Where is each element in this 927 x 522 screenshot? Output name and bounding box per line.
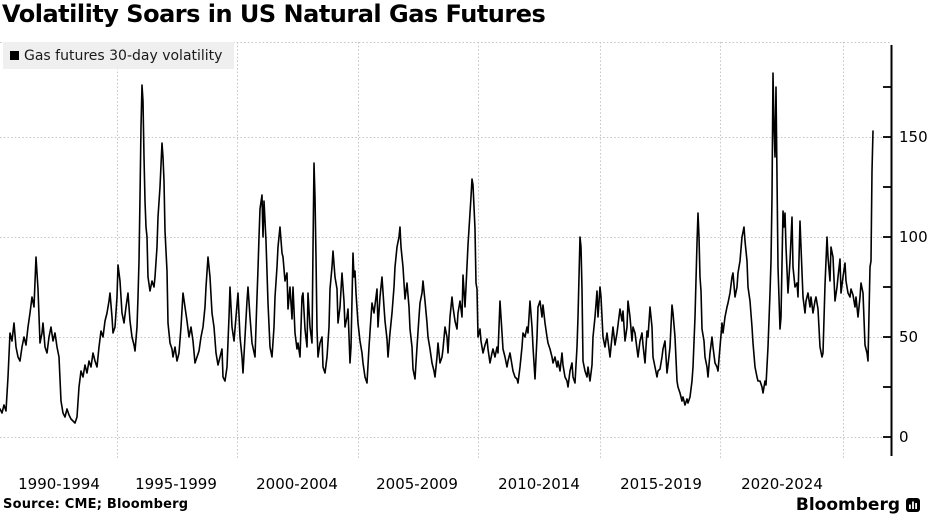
x-axis-label: 1990-1994 (18, 475, 100, 493)
legend-label: Gas futures 30-day volatility (24, 47, 223, 64)
x-axis-label: 2005-2009 (376, 475, 458, 493)
x-axis-label: 2010-2014 (498, 475, 580, 493)
legend: Gas futures 30-day volatility (3, 42, 235, 69)
chart-title: Volatility Soars in US Natural Gas Futur… (2, 0, 546, 28)
y-axis-label: 50 (899, 328, 919, 346)
x-axis-label: 1995-1999 (135, 475, 217, 493)
bloomberg-bars-icon (906, 498, 920, 512)
bloomberg-wordmark: Bloomberg (795, 495, 900, 515)
source-note: Source: CME; Bloomberg (3, 497, 189, 512)
bloomberg-logo: Bloomberg (796, 495, 920, 515)
legend-swatch-icon (10, 51, 19, 60)
volatility-series-line (0, 72, 874, 424)
x-axis-label: 2020-2024 (741, 475, 823, 493)
x-axis-label: 2000-2004 (256, 475, 338, 493)
x-axis-label: 2015-2019 (620, 475, 702, 493)
y-axis-label: 0 (899, 428, 909, 446)
y-axis-label: 150 (899, 128, 927, 146)
y-axis-label: 100 (899, 228, 927, 246)
